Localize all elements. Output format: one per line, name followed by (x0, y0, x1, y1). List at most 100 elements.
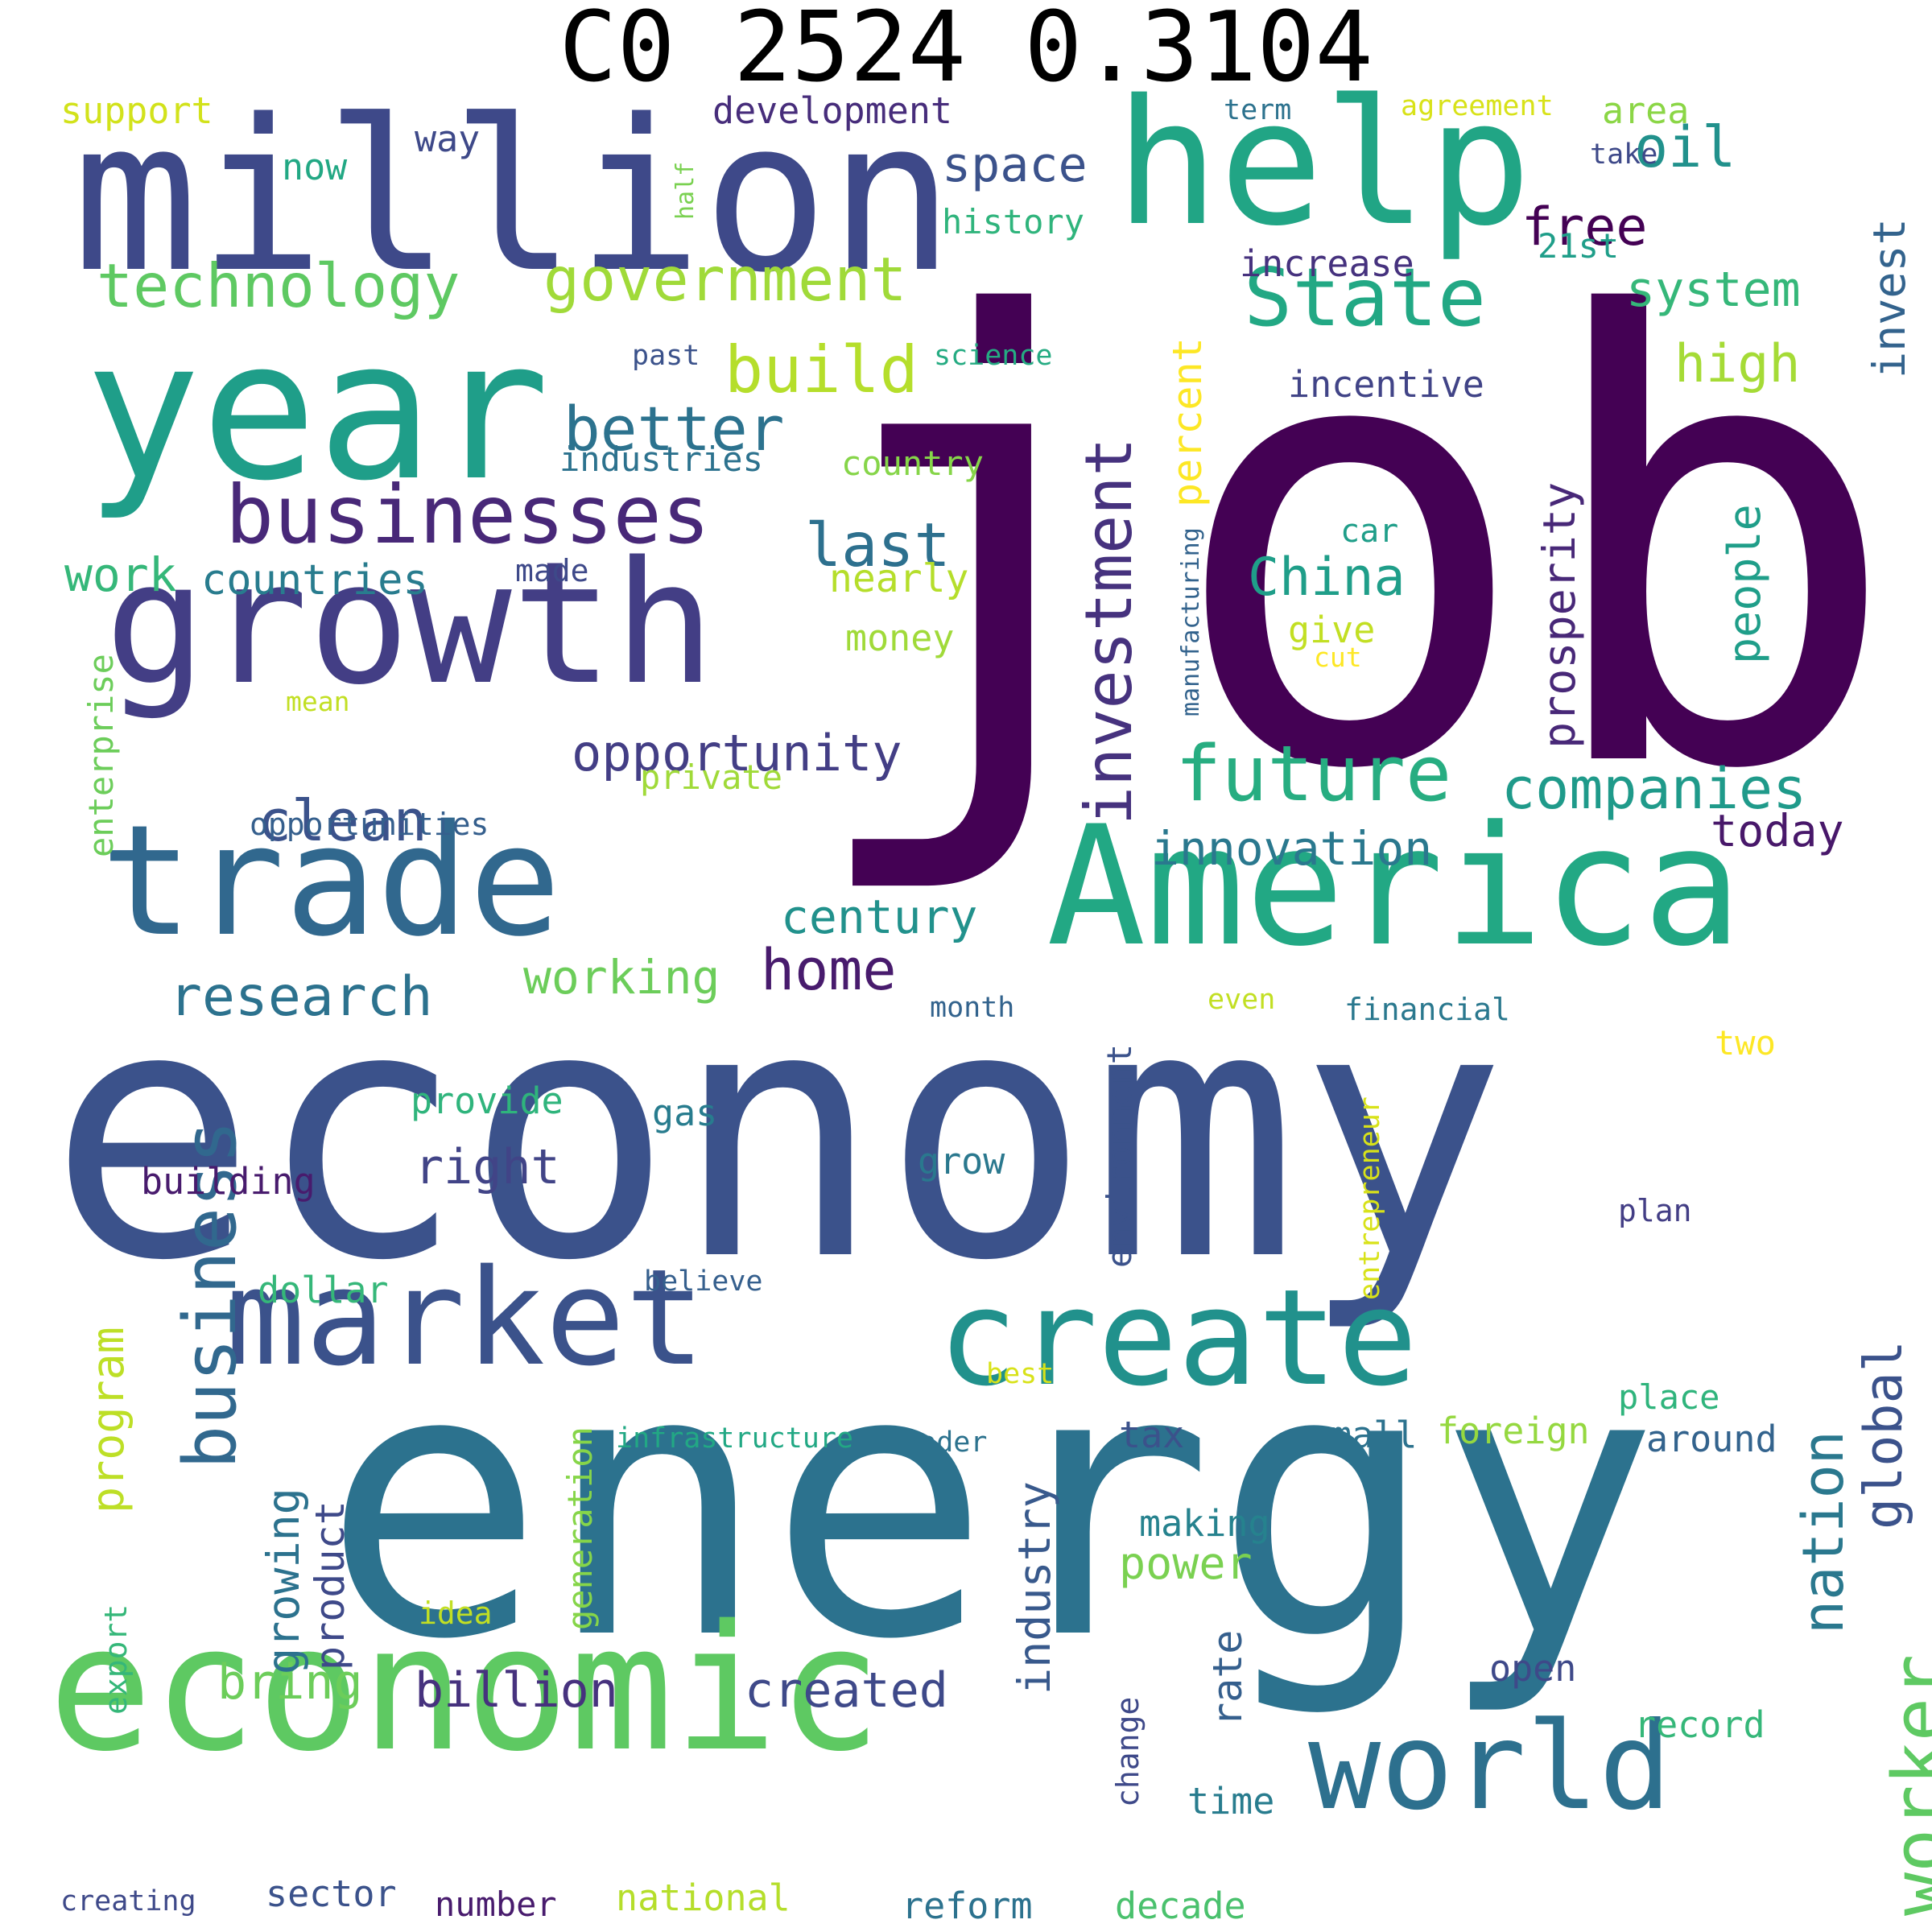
word-sector: sector (266, 1872, 397, 1915)
word-home: home (761, 937, 897, 1003)
word-opportunities: opportunities (250, 807, 489, 842)
word-free: free (1521, 197, 1648, 258)
word-car: car (1340, 513, 1399, 550)
word-world: world (1308, 1697, 1672, 1837)
word-worker: worker (1877, 1653, 1932, 1916)
word-manufacturing: manufacturing (1177, 527, 1205, 716)
word-gas: gas (652, 1092, 718, 1134)
word-century: century (781, 890, 978, 944)
word-prosperity: prosperity (1534, 481, 1585, 749)
word-development: development (712, 89, 953, 132)
word-open: open (1489, 1647, 1577, 1690)
word-incentive: incentive (1288, 363, 1484, 406)
word-year: year (85, 298, 550, 523)
word-enterprise: enterprise (81, 654, 121, 857)
word-research: research (169, 965, 433, 1029)
word-created: created (745, 1662, 948, 1719)
word-rate: rate (1204, 1629, 1251, 1727)
word-market: market (225, 1241, 706, 1395)
word-generation: generation (560, 1426, 600, 1630)
word-now: now (282, 146, 348, 188)
word-support: support (60, 89, 213, 132)
word-even: even (1208, 984, 1276, 1016)
word-today: today (1711, 805, 1844, 857)
word-last: last (805, 510, 951, 580)
word-space: space (942, 137, 1088, 193)
word-tax: tax (1119, 1414, 1185, 1456)
word-small: small (1308, 1414, 1418, 1456)
word-create: create (938, 1261, 1418, 1415)
figure-title: C0 2524 0.3104 (559, 0, 1373, 104)
word-financial: financial (1344, 992, 1510, 1027)
word-infrastructure: infrastructure (616, 1422, 854, 1455)
word-number: number (435, 1885, 557, 1924)
word-trade: trade (101, 792, 561, 970)
word-leader: leader (886, 1426, 988, 1459)
word-history: history (942, 202, 1085, 242)
word-creating: creating (60, 1885, 196, 1918)
word-product: product (307, 1501, 353, 1670)
word-provide: provide (411, 1080, 564, 1122)
word-state: State (1244, 250, 1487, 345)
word-power: power (1119, 1538, 1253, 1589)
word-making: making (1139, 1502, 1270, 1545)
word-money: money (845, 617, 955, 659)
word-increase: increase (1240, 242, 1414, 285)
word-idea: idea (419, 1596, 493, 1631)
word-energy: energy (322, 1290, 1660, 1720)
word-global: global (1854, 1340, 1914, 1530)
word-grow: grow (918, 1140, 1005, 1183)
word-better: better (564, 393, 785, 464)
word-plan: plan (1618, 1193, 1692, 1228)
word-percent: percent (1164, 337, 1211, 507)
word-america: America (1046, 791, 1742, 983)
word-china: China (1248, 547, 1406, 608)
word-invest: invest (1864, 218, 1915, 378)
word-help: help (1115, 62, 1532, 264)
word-believe: believe (644, 1265, 763, 1298)
word-give: give (1288, 609, 1376, 651)
word-export: export (98, 1604, 134, 1715)
word-time: time (1187, 1780, 1275, 1823)
word-clean: clean (258, 788, 427, 854)
word-term: term (1224, 94, 1292, 126)
word-right: right (415, 1139, 560, 1195)
word-environment: environment (1100, 1043, 1139, 1268)
word-economic: economic (48, 1587, 882, 1790)
word-oil: oil (1634, 114, 1736, 180)
word-build: build (724, 332, 919, 407)
word-area: area (1602, 89, 1690, 132)
word-program: program (82, 1327, 134, 1513)
word-past: past (632, 340, 700, 372)
word-countries: countries (201, 556, 428, 605)
word-decade: decade (1115, 1885, 1246, 1927)
word-way: way (415, 118, 481, 160)
word-reform: reform (902, 1885, 1033, 1927)
word-around: around (1646, 1418, 1777, 1460)
word-national: national (616, 1876, 791, 1919)
word-economy: economy (48, 934, 1508, 1336)
word-21st: 21st (1538, 226, 1620, 266)
word-agreement: agreement (1401, 90, 1554, 122)
word-cut: cut (1314, 642, 1362, 673)
word-foreign: foreign (1437, 1410, 1590, 1452)
word-dollar: dollar (258, 1269, 389, 1311)
word-country: country (841, 444, 985, 483)
word-work: work (64, 547, 177, 602)
word-place: place (1618, 1377, 1720, 1417)
word-best: best (986, 1358, 1055, 1390)
word-people: people (1719, 504, 1770, 664)
word-building: building (141, 1160, 316, 1203)
word-nearly: nearly (829, 556, 969, 601)
word-system: system (1626, 262, 1801, 318)
word-made: made (515, 553, 589, 588)
word-nation: nation (1790, 1430, 1856, 1634)
word-future: future (1175, 730, 1452, 819)
word-companies: companies (1501, 756, 1807, 822)
word-growing: growing (258, 1488, 309, 1674)
word-technology: technology (97, 250, 460, 321)
word-working: working (523, 950, 720, 1005)
word-high: high (1674, 334, 1801, 394)
word-investment: investment (1071, 437, 1146, 825)
